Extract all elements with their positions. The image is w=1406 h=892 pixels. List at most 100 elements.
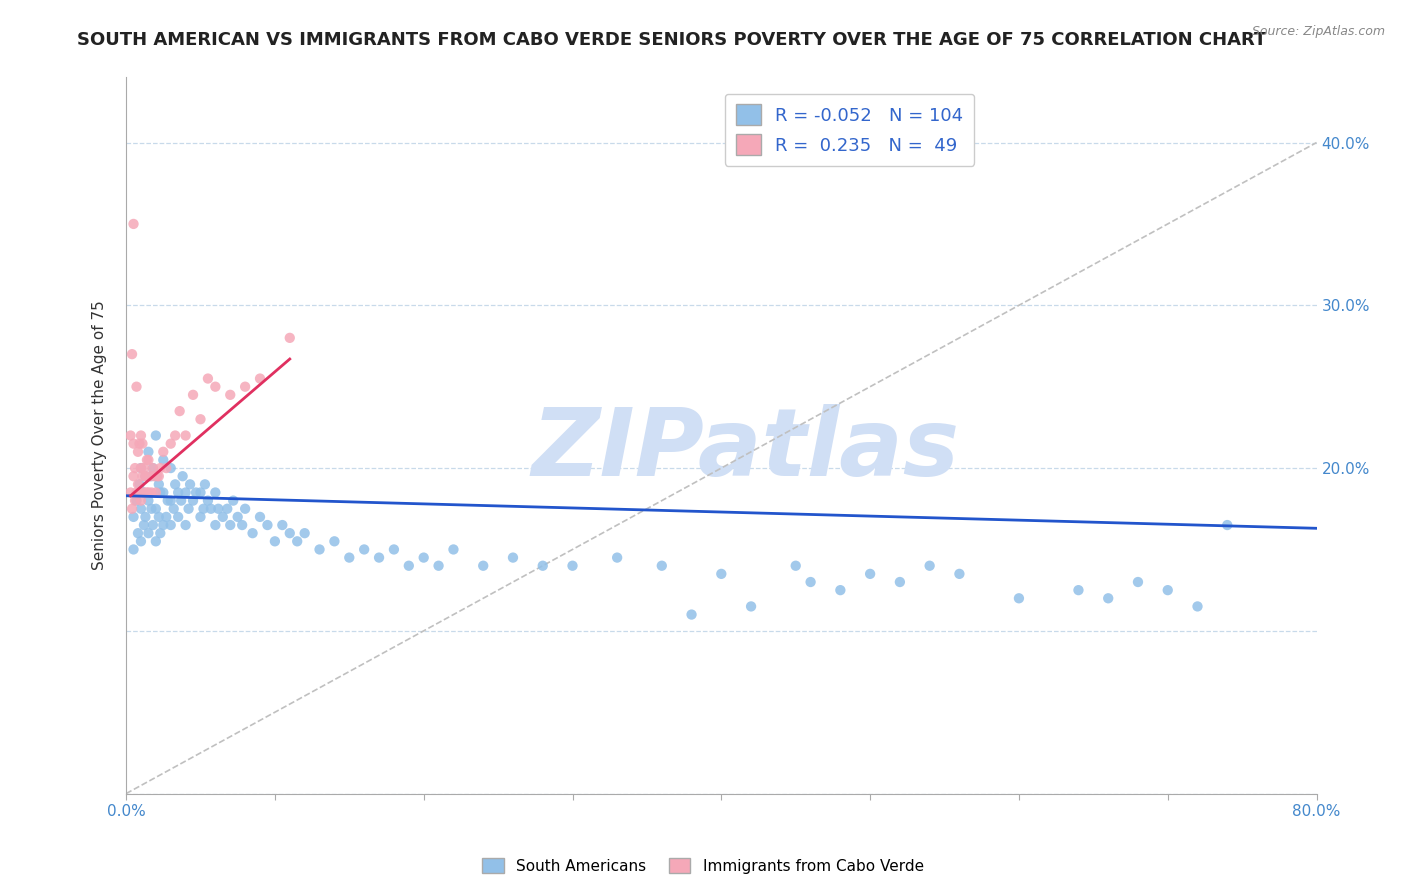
Point — [830, 583, 852, 598]
Point — [121, 501, 143, 516]
Point — [398, 558, 420, 573]
Point — [132, 485, 155, 500]
Point — [217, 501, 239, 516]
Point — [124, 493, 146, 508]
Point — [174, 485, 197, 500]
Point — [785, 558, 807, 573]
Point — [427, 558, 450, 573]
Point — [129, 461, 152, 475]
Point — [167, 485, 190, 500]
Point — [129, 493, 152, 508]
Point — [368, 550, 391, 565]
Point — [308, 542, 330, 557]
Point — [323, 534, 346, 549]
Point — [207, 501, 229, 516]
Point — [122, 542, 145, 557]
Point — [174, 428, 197, 442]
Point — [193, 501, 215, 516]
Point — [132, 518, 155, 533]
Point — [139, 469, 162, 483]
Point — [125, 380, 148, 394]
Point — [155, 461, 177, 475]
Point — [120, 428, 142, 442]
Point — [122, 509, 145, 524]
Point — [278, 526, 301, 541]
Point — [120, 485, 142, 500]
Point — [122, 436, 145, 450]
Point — [128, 485, 150, 500]
Point — [149, 461, 172, 475]
Point — [148, 469, 170, 483]
Point — [271, 518, 294, 533]
Point — [145, 534, 167, 549]
Point — [233, 380, 256, 394]
Point — [128, 436, 150, 450]
Point — [122, 217, 145, 231]
Point — [179, 477, 201, 491]
Point — [197, 493, 219, 508]
Point — [131, 436, 153, 450]
Point — [124, 461, 146, 475]
Point — [129, 501, 152, 516]
Point — [132, 485, 155, 500]
Point — [1216, 518, 1239, 533]
Point — [264, 534, 287, 549]
Point — [502, 550, 524, 565]
Point — [204, 485, 226, 500]
Legend: R = -0.052   N = 104, R =  0.235   N =  49: R = -0.052 N = 104, R = 0.235 N = 49 — [724, 94, 974, 166]
Point — [190, 485, 212, 500]
Point — [134, 469, 156, 483]
Point — [1097, 591, 1119, 606]
Point — [710, 566, 733, 581]
Point — [211, 509, 233, 524]
Point — [190, 509, 212, 524]
Point — [143, 469, 166, 483]
Point — [249, 509, 271, 524]
Point — [128, 477, 150, 491]
Point — [1157, 583, 1180, 598]
Point — [132, 461, 155, 475]
Y-axis label: Seniors Poverty Over the Age of 75: Seniors Poverty Over the Age of 75 — [93, 301, 107, 570]
Point — [156, 493, 179, 508]
Point — [184, 485, 207, 500]
Point — [165, 477, 187, 491]
Point — [142, 461, 165, 475]
Point — [889, 574, 911, 589]
Point — [222, 493, 245, 508]
Point — [382, 542, 405, 557]
Point — [138, 493, 160, 508]
Point — [219, 518, 242, 533]
Point — [197, 371, 219, 385]
Point — [651, 558, 673, 573]
Point — [159, 493, 181, 508]
Point — [134, 469, 156, 483]
Point — [278, 331, 301, 345]
Point — [163, 501, 186, 516]
Point — [167, 509, 190, 524]
Point — [204, 518, 226, 533]
Point — [138, 485, 160, 500]
Point — [142, 518, 165, 533]
Point — [174, 518, 197, 533]
Point — [249, 371, 271, 385]
Point — [606, 550, 628, 565]
Point — [169, 404, 191, 418]
Point — [127, 445, 149, 459]
Point — [121, 347, 143, 361]
Point — [226, 509, 249, 524]
Point — [145, 469, 167, 483]
Text: SOUTH AMERICAN VS IMMIGRANTS FROM CABO VERDE SENIORS POVERTY OVER THE AGE OF 75 : SOUTH AMERICAN VS IMMIGRANTS FROM CABO V… — [77, 31, 1267, 49]
Point — [146, 469, 169, 483]
Point — [412, 550, 434, 565]
Point — [1008, 591, 1031, 606]
Point — [159, 436, 181, 450]
Point — [472, 558, 495, 573]
Point — [152, 453, 174, 467]
Point — [148, 477, 170, 491]
Point — [149, 485, 172, 500]
Text: Source: ZipAtlas.com: Source: ZipAtlas.com — [1251, 25, 1385, 38]
Point — [149, 526, 172, 541]
Point — [294, 526, 316, 541]
Point — [443, 542, 465, 557]
Point — [125, 485, 148, 500]
